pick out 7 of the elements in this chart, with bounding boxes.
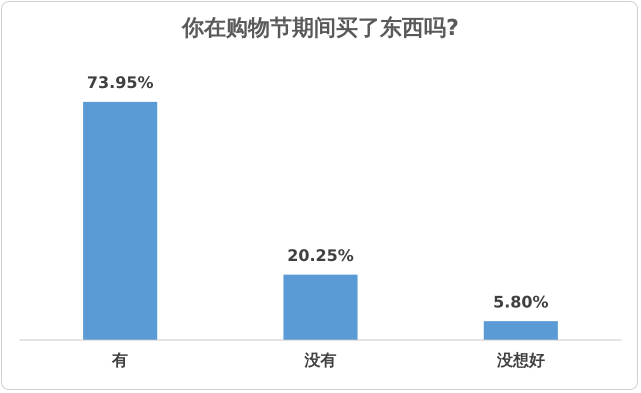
data-label: 20.25% (287, 246, 354, 265)
data-label: 5.80% (493, 292, 549, 312)
x-tick-label: 有 (111, 350, 128, 370)
x-tick-label: 没有 (304, 350, 336, 370)
chart-title: 你在购物节期间买了东西吗? (181, 14, 459, 41)
data-label: 73.95% (86, 73, 154, 92)
x-tick-label: 没想好 (496, 350, 545, 370)
